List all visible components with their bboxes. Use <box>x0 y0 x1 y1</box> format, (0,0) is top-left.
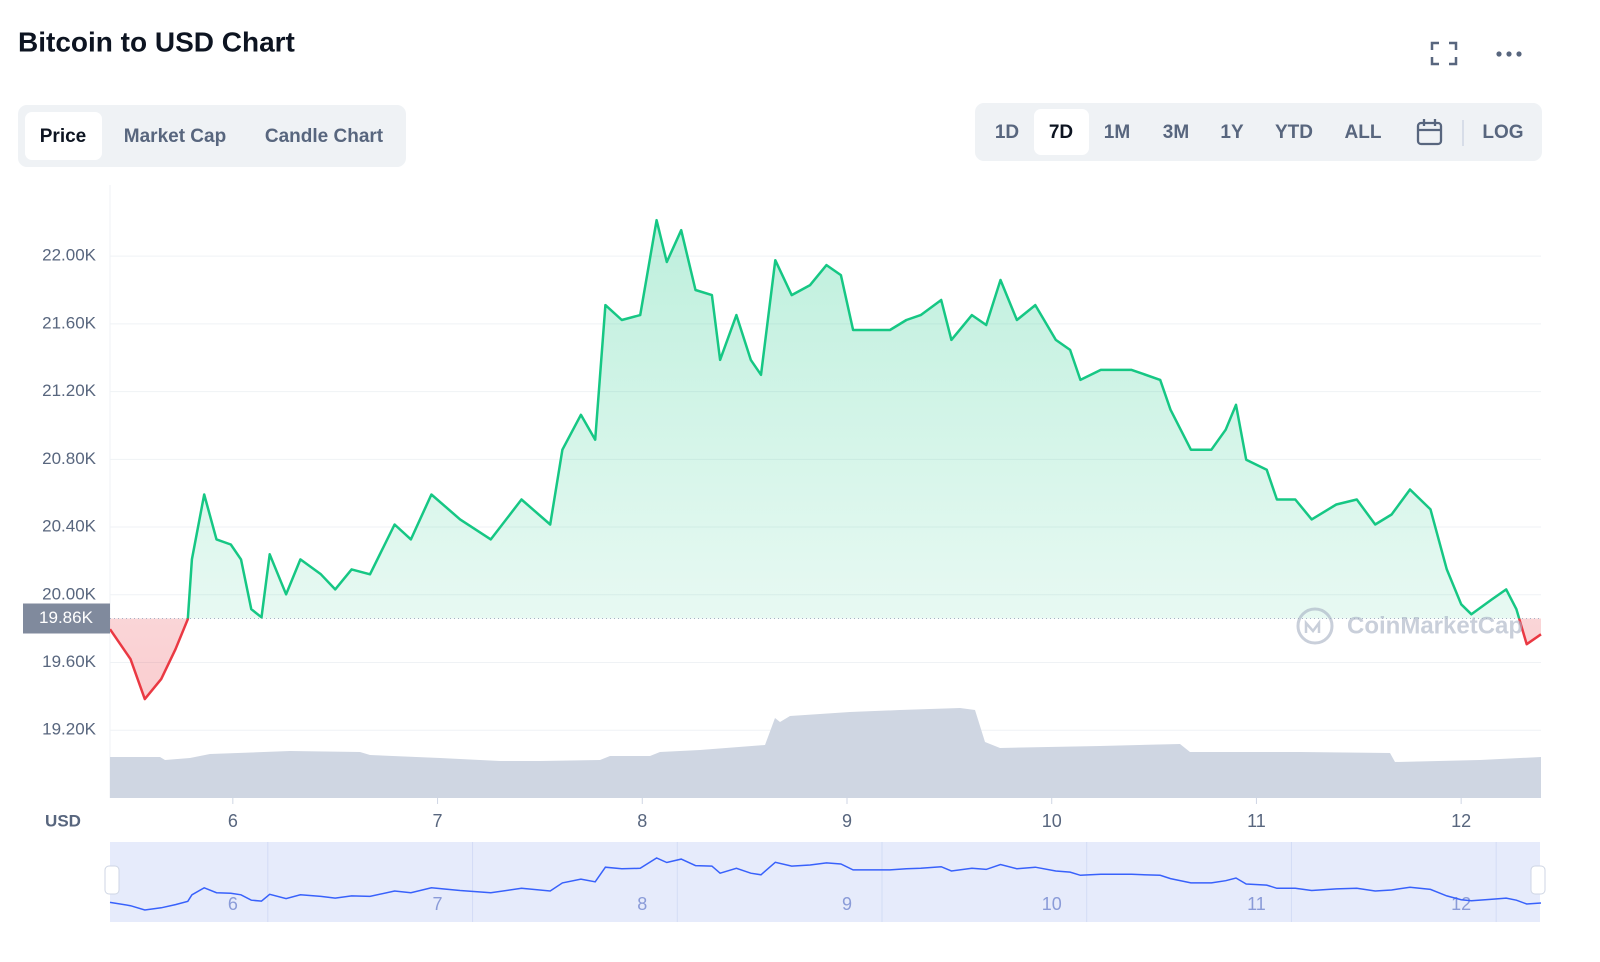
y-tick-label: 21.20K <box>42 381 97 400</box>
x-tick-label: 11 <box>1247 811 1266 831</box>
y-tick-label: 20.40K <box>42 517 97 536</box>
navigator-tick-label: 9 <box>842 894 852 914</box>
y-tick-label: 20.80K <box>42 449 97 468</box>
range-button[interactable]: 3M <box>1163 122 1189 143</box>
x-tick-label: 8 <box>637 811 647 831</box>
range-selected <box>1034 109 1089 155</box>
range-group <box>975 103 1542 161</box>
x-tick-label: 10 <box>1042 811 1062 831</box>
range-button[interactable]: 1M <box>1104 122 1130 143</box>
log-toggle[interactable]: LOG <box>1482 122 1523 143</box>
x-tick-label: 12 <box>1451 811 1471 831</box>
chart-title: Bitcoin to USD Chart <box>18 26 295 57</box>
navigator-content: 6 7 8 9 10 11 12 <box>109 842 1542 922</box>
range-button[interactable]: 1Y <box>1220 122 1244 143</box>
navigator-tick-label: 10 <box>1042 894 1062 914</box>
y-tick-label: 19.60K <box>42 652 97 671</box>
navigator-line <box>109 857 1542 911</box>
watermark-text: CoinMarketCap <box>1347 612 1523 639</box>
more-icon[interactable] <box>1496 51 1522 57</box>
range-button[interactable]: 7D <box>1049 122 1073 143</box>
reference-badge <box>23 603 110 634</box>
navigator-tick-label: 8 <box>637 894 647 914</box>
price-line <box>186 218 1521 619</box>
fullscreen-icon[interactable] <box>1430 41 1458 66</box>
tab[interactable]: Price <box>40 126 86 147</box>
tab[interactable]: Candle Chart <box>265 126 384 147</box>
navigator-tick-label: 11 <box>1247 894 1266 914</box>
x-tick-label: 7 <box>433 811 443 831</box>
tab[interactable]: Market Cap <box>124 126 226 147</box>
navigator[interactable] <box>110 842 1540 922</box>
y-tick-label: 19.20K <box>42 720 97 739</box>
watermark: CoinMarketCap <box>1296 607 1523 645</box>
price-area <box>187 220 1520 619</box>
y-tick-label: 22.00K <box>42 246 97 265</box>
range-button[interactable]: ALL <box>1345 122 1382 143</box>
range-button[interactable]: 1D <box>995 122 1019 143</box>
navigator-handle[interactable] <box>104 865 120 895</box>
x-tick-label: 9 <box>842 811 852 831</box>
tab-selected <box>25 112 102 160</box>
y-tick-label: 20.00K <box>42 584 97 603</box>
calendar-icon[interactable] <box>1416 119 1443 146</box>
volume-area <box>110 708 1541 798</box>
plot-area: 19.20K 19.60K 20.00K 20.40K 20.80K 21.20K 21.6… <box>42 185 1542 798</box>
y-tick-label: 21.60K <box>42 313 97 332</box>
unit-label: USD <box>45 811 81 830</box>
navigator-handle[interactable] <box>1530 865 1546 895</box>
navigator-tick-label: 7 <box>433 894 443 914</box>
navigator-tick-label: 12 <box>1451 894 1471 914</box>
x-tick-label: 6 <box>228 811 238 831</box>
range-button[interactable]: YTD <box>1275 122 1313 143</box>
tab-group <box>18 105 406 167</box>
navigator-tick-label: 6 <box>228 894 238 914</box>
reference-label: 19.86K <box>39 608 94 627</box>
